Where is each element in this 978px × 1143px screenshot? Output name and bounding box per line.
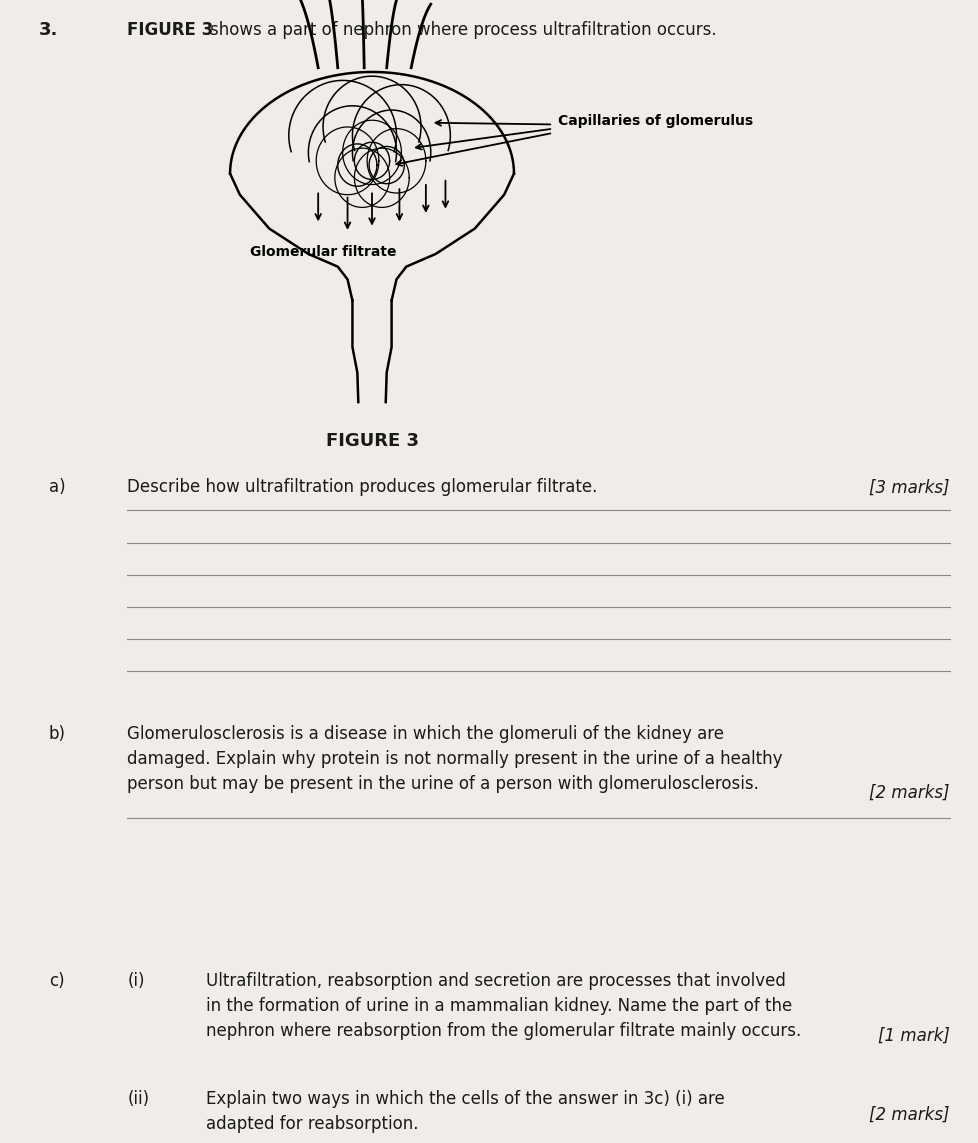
Text: [3 marks]: [3 marks]: [868, 478, 949, 496]
Text: Explain two ways in which the cells of the answer in 3c) (i) are
adapted for rea: Explain two ways in which the cells of t…: [205, 1090, 724, 1134]
Text: 3.: 3.: [39, 22, 59, 39]
Text: Glomerulosclerosis is a disease in which the glomeruli of the kidney are
damaged: Glomerulosclerosis is a disease in which…: [127, 725, 782, 792]
Text: (ii): (ii): [127, 1090, 150, 1109]
Text: c): c): [49, 972, 65, 990]
Text: a): a): [49, 478, 66, 496]
Text: FIGURE 3: FIGURE 3: [326, 432, 418, 449]
Text: [1 mark]: [1 mark]: [877, 1026, 949, 1045]
Text: Describe how ultrafiltration produces glomerular filtrate.: Describe how ultrafiltration produces gl…: [127, 478, 597, 496]
Text: shows a part of nephron where process ultrafiltration occurs.: shows a part of nephron where process ul…: [210, 22, 716, 39]
Text: Capillaries of glomerulus: Capillaries of glomerulus: [557, 114, 752, 128]
Text: [2 marks]: [2 marks]: [868, 1105, 949, 1124]
Text: FIGURE 3: FIGURE 3: [127, 22, 219, 39]
Text: b): b): [49, 725, 66, 743]
Text: [2 marks]: [2 marks]: [868, 784, 949, 802]
Text: Ultrafiltration, reabsorption and secretion are processes that involved
in the f: Ultrafiltration, reabsorption and secret…: [205, 972, 800, 1040]
Text: Glomerular filtrate: Glomerular filtrate: [249, 246, 396, 259]
Text: (i): (i): [127, 972, 145, 990]
